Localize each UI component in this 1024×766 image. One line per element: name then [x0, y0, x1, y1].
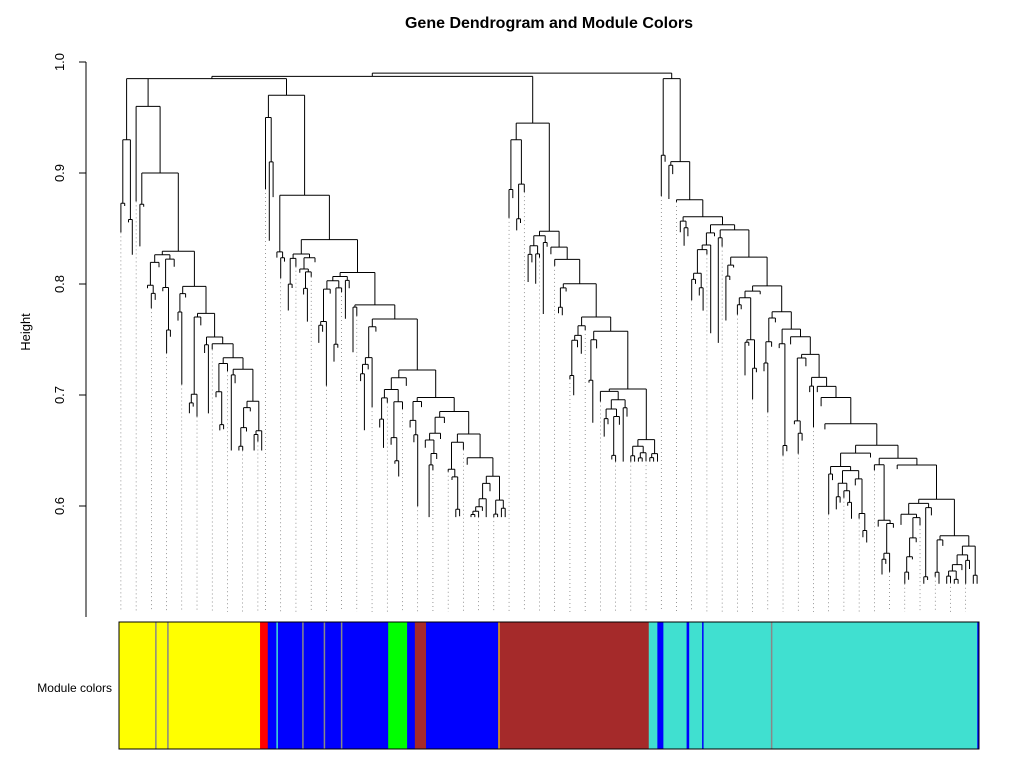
- module-colors-label: Module colors: [37, 681, 112, 695]
- module-color-bar: [119, 622, 980, 749]
- module-color-stripe: [323, 622, 326, 749]
- module-color-segment: [119, 622, 261, 749]
- module-color-bar-frame: [118, 621, 980, 750]
- module-color-segment: [977, 622, 980, 749]
- y-tick-label: 0.9: [52, 164, 67, 182]
- module-color-stripe: [302, 622, 304, 749]
- module-color-segment: [388, 622, 408, 749]
- y-axis-label: Height: [18, 313, 33, 351]
- module-color-segment: [260, 622, 269, 749]
- module-color-segment: [657, 622, 664, 749]
- module-color-stripe: [276, 622, 278, 749]
- module-color-segment: [498, 622, 650, 749]
- module-color-stripe: [155, 622, 157, 749]
- module-color-segment: [414, 622, 427, 749]
- module-color-segment: [426, 622, 499, 749]
- module-color-stripe: [167, 622, 169, 749]
- module-color-segment: [648, 622, 658, 749]
- dendrogram-branches: [120, 72, 978, 584]
- y-tick-label: 0.6: [52, 497, 67, 515]
- module-color-segment: [407, 622, 416, 749]
- module-color-stripe: [770, 622, 773, 749]
- y-axis: 0.6 0.7 0.8 0.9 1.0: [52, 53, 87, 617]
- module-color-segment: [686, 622, 690, 749]
- y-tick-label: 0.8: [52, 275, 67, 293]
- chart-title: Gene Dendrogram and Module Colors: [405, 15, 693, 32]
- module-color-segment: [663, 622, 688, 749]
- module-color-stripe: [498, 622, 500, 749]
- module-color-segment: [267, 622, 389, 749]
- module-color-segment: [689, 622, 978, 749]
- y-ticks: 0.6 0.7 0.8 0.9 1.0: [52, 53, 86, 515]
- module-color-stripe: [340, 622, 343, 749]
- y-tick-label: 1.0: [52, 53, 67, 71]
- module-color-stripe: [702, 622, 704, 749]
- dendrogram-tree: [120, 72, 978, 612]
- y-tick-label: 0.7: [52, 386, 67, 404]
